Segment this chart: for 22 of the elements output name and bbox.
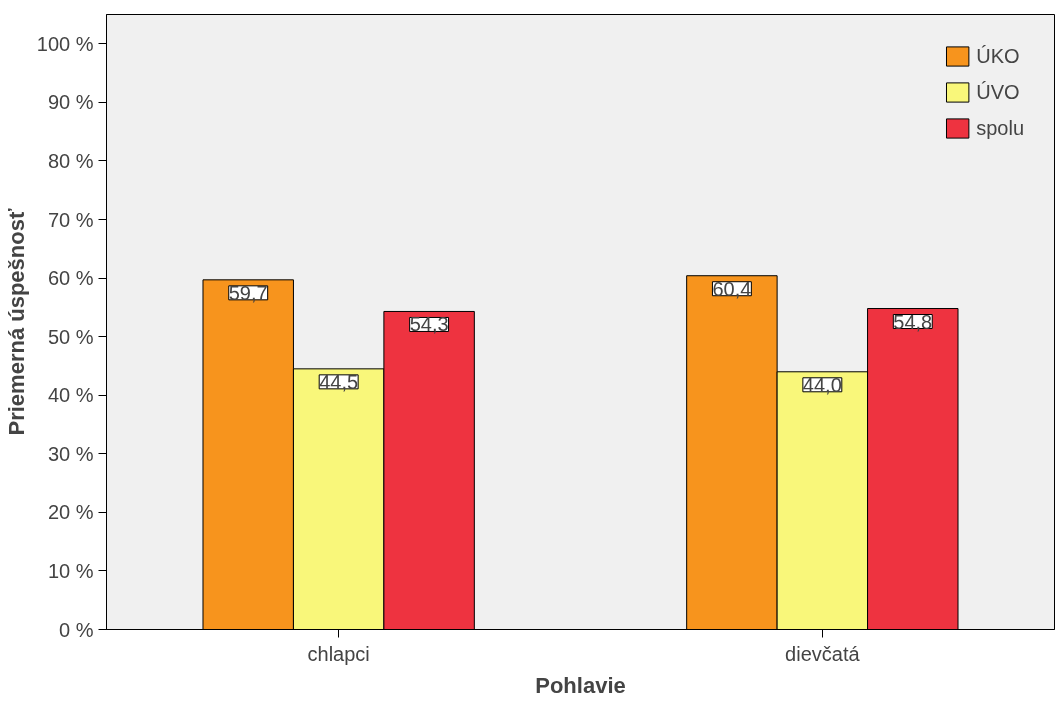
y-tick-label: 40 % bbox=[47, 384, 94, 407]
y-tick-label: 10 % bbox=[47, 559, 94, 582]
legend-label: ÚKO bbox=[976, 44, 1020, 68]
data-label: 60,4 bbox=[712, 277, 752, 300]
y-tick-label: 100 % bbox=[36, 32, 94, 55]
y-tick-label: 80 % bbox=[47, 149, 94, 172]
x-axis-title: Pohlavie bbox=[535, 672, 626, 698]
y-tick-label: 30 % bbox=[47, 442, 94, 465]
y-tick-label: 50 % bbox=[47, 325, 94, 348]
y-tick-label: 20 % bbox=[47, 501, 94, 524]
y-tick-label: 0 % bbox=[59, 618, 94, 641]
x-tick-label: chlapci bbox=[307, 642, 370, 665]
data-label: 59,7 bbox=[228, 281, 268, 304]
y-axis-title: Priemerná úspešnosť bbox=[3, 208, 29, 436]
legend-label: ÚVO bbox=[976, 80, 1020, 104]
legend-label: spolu bbox=[976, 116, 1024, 140]
x-tick-label: dievčatá bbox=[785, 642, 861, 665]
y-tick-label: 90 % bbox=[47, 91, 94, 114]
y-tick-label: 70 % bbox=[47, 208, 94, 231]
y-tick-label: 60 % bbox=[47, 267, 94, 290]
data-label: 54,8 bbox=[893, 310, 933, 333]
data-label: 54,3 bbox=[409, 313, 449, 336]
